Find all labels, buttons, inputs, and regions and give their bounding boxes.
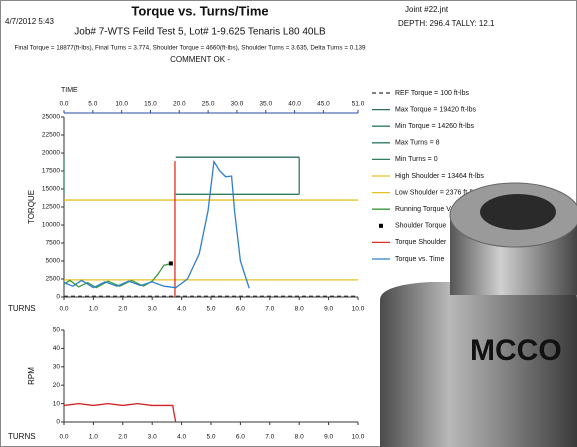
point	[168, 261, 173, 266]
logo: MCCO	[470, 334, 562, 367]
y-tick-label: 10000	[42, 222, 60, 229]
x-tick-label: 2.0	[118, 306, 127, 313]
x2-axis-label: TIME	[61, 87, 78, 94]
job: Job# 7-WTS Feild Test 5, Lot# 1-9.625 Te…	[74, 27, 326, 38]
joint: Joint #22.jnt	[405, 5, 449, 14]
x2-tick-label: 20.0	[173, 101, 186, 108]
x2-tick-label: 40.0	[288, 101, 301, 108]
x-tick-label: 1.0	[89, 434, 98, 441]
x-tick-label: 5.0	[206, 434, 215, 441]
legend-label: Running Torque Vs Turns	[395, 206, 474, 213]
y-tick-label: 7500	[46, 240, 61, 247]
series-line	[63, 262, 172, 289]
x-tick-label: 1.0	[89, 306, 98, 313]
comment: COMMENT OK -	[170, 55, 230, 64]
legend-label: Max Turns = 8	[395, 140, 440, 147]
x-tick-label: 2.0	[118, 434, 127, 441]
x-tick-label: 0.0	[59, 306, 68, 313]
report-title: Torque vs. Turns/Time	[131, 3, 268, 18]
legend-label: Shoulder Torque	[395, 223, 446, 230]
x2-tick-label: 45.0	[317, 101, 330, 108]
x-tick-label: 9.0	[324, 434, 333, 441]
y-tick-label: 20000	[42, 150, 60, 157]
y-tick-label: 0	[56, 294, 60, 301]
y-axis-label: TORQUE	[27, 190, 36, 224]
x-axis-label: TURNS	[8, 304, 36, 313]
x-tick-label: 7.0	[265, 306, 274, 313]
y-tick-label: 12500	[42, 204, 60, 211]
legend-label: Min Torque = 14260 ft-lbs	[395, 123, 475, 130]
x-axis-label: TURNS	[8, 432, 36, 441]
x-tick-label: 8.0	[295, 434, 304, 441]
x-tick-label: 10.0	[352, 306, 365, 313]
fitting-hole	[480, 194, 556, 230]
x2-tick-label: 5.0	[88, 101, 97, 108]
legend-label: High Shoulder = 13464 ft-lbs	[395, 173, 484, 180]
product-image: MCCO	[380, 182, 577, 447]
y-tick-label: 15000	[42, 186, 60, 193]
legend-label: Torque vs. Time	[395, 256, 445, 263]
y-tick-label: 20	[53, 382, 61, 389]
legend-label: Torque Shoulder	[395, 239, 447, 246]
y-tick-label: 22500	[42, 132, 60, 139]
x-tick-label: 4.0	[177, 306, 186, 313]
x-tick-label: 6.0	[236, 434, 245, 441]
x-tick-label: 5.0	[206, 306, 215, 313]
x-tick-label: 0.0	[59, 434, 68, 441]
legend-marker	[379, 223, 383, 228]
y-tick-label: 50	[53, 327, 61, 334]
y-tick-label: 40	[53, 345, 61, 352]
y-tick-label: 5000	[46, 258, 61, 265]
y-tick-label: 10	[53, 400, 61, 407]
x-tick-label: 7.0	[265, 434, 274, 441]
series-line	[63, 159, 250, 289]
legend-label: Min Turns = 0	[395, 156, 438, 163]
x2-tick-label: 30.0	[231, 101, 244, 108]
legend-label: REF Torque = 100 ft-lbs	[395, 90, 469, 97]
x2-tick-label: 15.0	[144, 101, 157, 108]
y-axis-label: RPM	[27, 367, 36, 385]
charts: TURNS TORQUE 0 2500 5000 7500 10000 12500 15000 1…	[8, 87, 484, 441]
x-tick-label: 9.0	[324, 306, 333, 313]
x2-tick-label: 35.0	[259, 101, 272, 108]
x-tick-label: 8.0	[295, 306, 304, 313]
y-tick-label: 0	[56, 419, 60, 426]
y-tick-label: 25000	[42, 114, 60, 121]
legend-label: Max Torque = 19420 ft-lbs	[395, 106, 477, 113]
summary: Final Torque = 18877(ft-lbs), Final Turn…	[14, 45, 366, 52]
fitting-body	[380, 282, 577, 447]
x2-tick-label: 25.0	[202, 101, 215, 108]
y-tick-label: 30	[53, 364, 61, 371]
x-tick-label: 3.0	[148, 434, 157, 441]
x-tick-label: 3.0	[148, 306, 157, 313]
x-tick-label: 10.0	[352, 434, 365, 441]
series-line	[63, 402, 177, 423]
x-tick-label: 4.0	[177, 434, 186, 441]
x-tick-label: 6.0	[236, 306, 245, 313]
x2-tick-label: 51.0	[352, 101, 365, 108]
date: 4/7/2012 5:43	[5, 17, 54, 26]
x2-tick-label: 0.0	[59, 101, 68, 108]
y-tick-label: 2500	[46, 276, 61, 283]
legend-label: Low Shoulder = 2376 ft-lbs	[395, 189, 479, 196]
depth: DEPTH: 296.4 TALLY: 12.1	[398, 19, 495, 28]
x2-tick-label: 10.0	[115, 101, 128, 108]
y-tick-label: 17500	[42, 168, 60, 175]
